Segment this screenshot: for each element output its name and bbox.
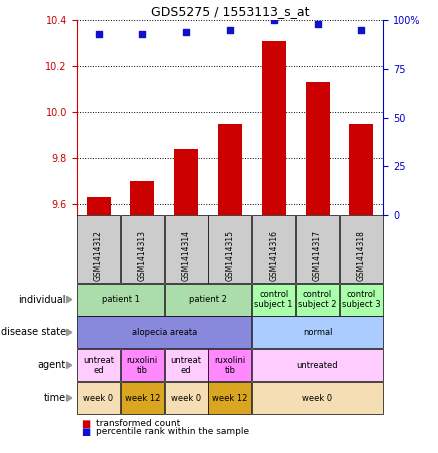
Text: transformed count: transformed count [96, 419, 180, 428]
Text: alopecia areata: alopecia areata [132, 328, 197, 337]
Text: untreat
ed: untreat ed [171, 356, 201, 375]
Bar [349, 124, 373, 215]
Text: normal: normal [303, 328, 332, 337]
Point [314, 21, 321, 28]
Text: GSM1414317: GSM1414317 [313, 230, 322, 281]
Point [139, 30, 146, 38]
Bar [174, 149, 198, 215]
Text: week 0: week 0 [171, 394, 201, 403]
Text: week 12: week 12 [212, 394, 247, 403]
Text: control
subject 2: control subject 2 [298, 290, 337, 309]
Text: GSM1414312: GSM1414312 [94, 231, 103, 281]
Point [226, 27, 233, 34]
Text: GSM1414316: GSM1414316 [269, 230, 278, 281]
Point [183, 29, 190, 36]
Text: ■: ■ [81, 427, 90, 437]
Text: disease state: disease state [0, 328, 66, 337]
Text: control
subject 1: control subject 1 [254, 290, 293, 309]
Text: week 0: week 0 [84, 394, 113, 403]
Text: control
subject 3: control subject 3 [342, 290, 381, 309]
Text: patient 2: patient 2 [189, 295, 227, 304]
Bar [218, 124, 242, 215]
Text: GSM1414318: GSM1414318 [357, 231, 366, 281]
Point [270, 17, 277, 24]
Text: agent: agent [38, 360, 66, 370]
Bar [130, 181, 154, 215]
Point [358, 27, 365, 34]
Bar [262, 41, 286, 215]
Bar [86, 197, 110, 215]
Text: individual: individual [18, 294, 66, 304]
Text: GSM1414314: GSM1414314 [182, 230, 191, 281]
Text: untreat
ed: untreat ed [83, 356, 114, 375]
Text: GSM1414315: GSM1414315 [226, 230, 234, 281]
Text: week 0: week 0 [303, 394, 332, 403]
Bar [305, 82, 329, 215]
Text: time: time [43, 393, 66, 403]
Text: patient 1: patient 1 [102, 295, 139, 304]
Point [95, 30, 102, 38]
Text: ■: ■ [81, 419, 90, 429]
Text: ruxolini
tib: ruxolini tib [127, 356, 158, 375]
Text: ruxolini
tib: ruxolini tib [214, 356, 246, 375]
Text: week 12: week 12 [125, 394, 160, 403]
Title: GDS5275 / 1553113_s_at: GDS5275 / 1553113_s_at [151, 5, 309, 18]
Text: untreated: untreated [297, 361, 339, 370]
Text: GSM1414313: GSM1414313 [138, 230, 147, 281]
Text: percentile rank within the sample: percentile rank within the sample [96, 427, 250, 436]
